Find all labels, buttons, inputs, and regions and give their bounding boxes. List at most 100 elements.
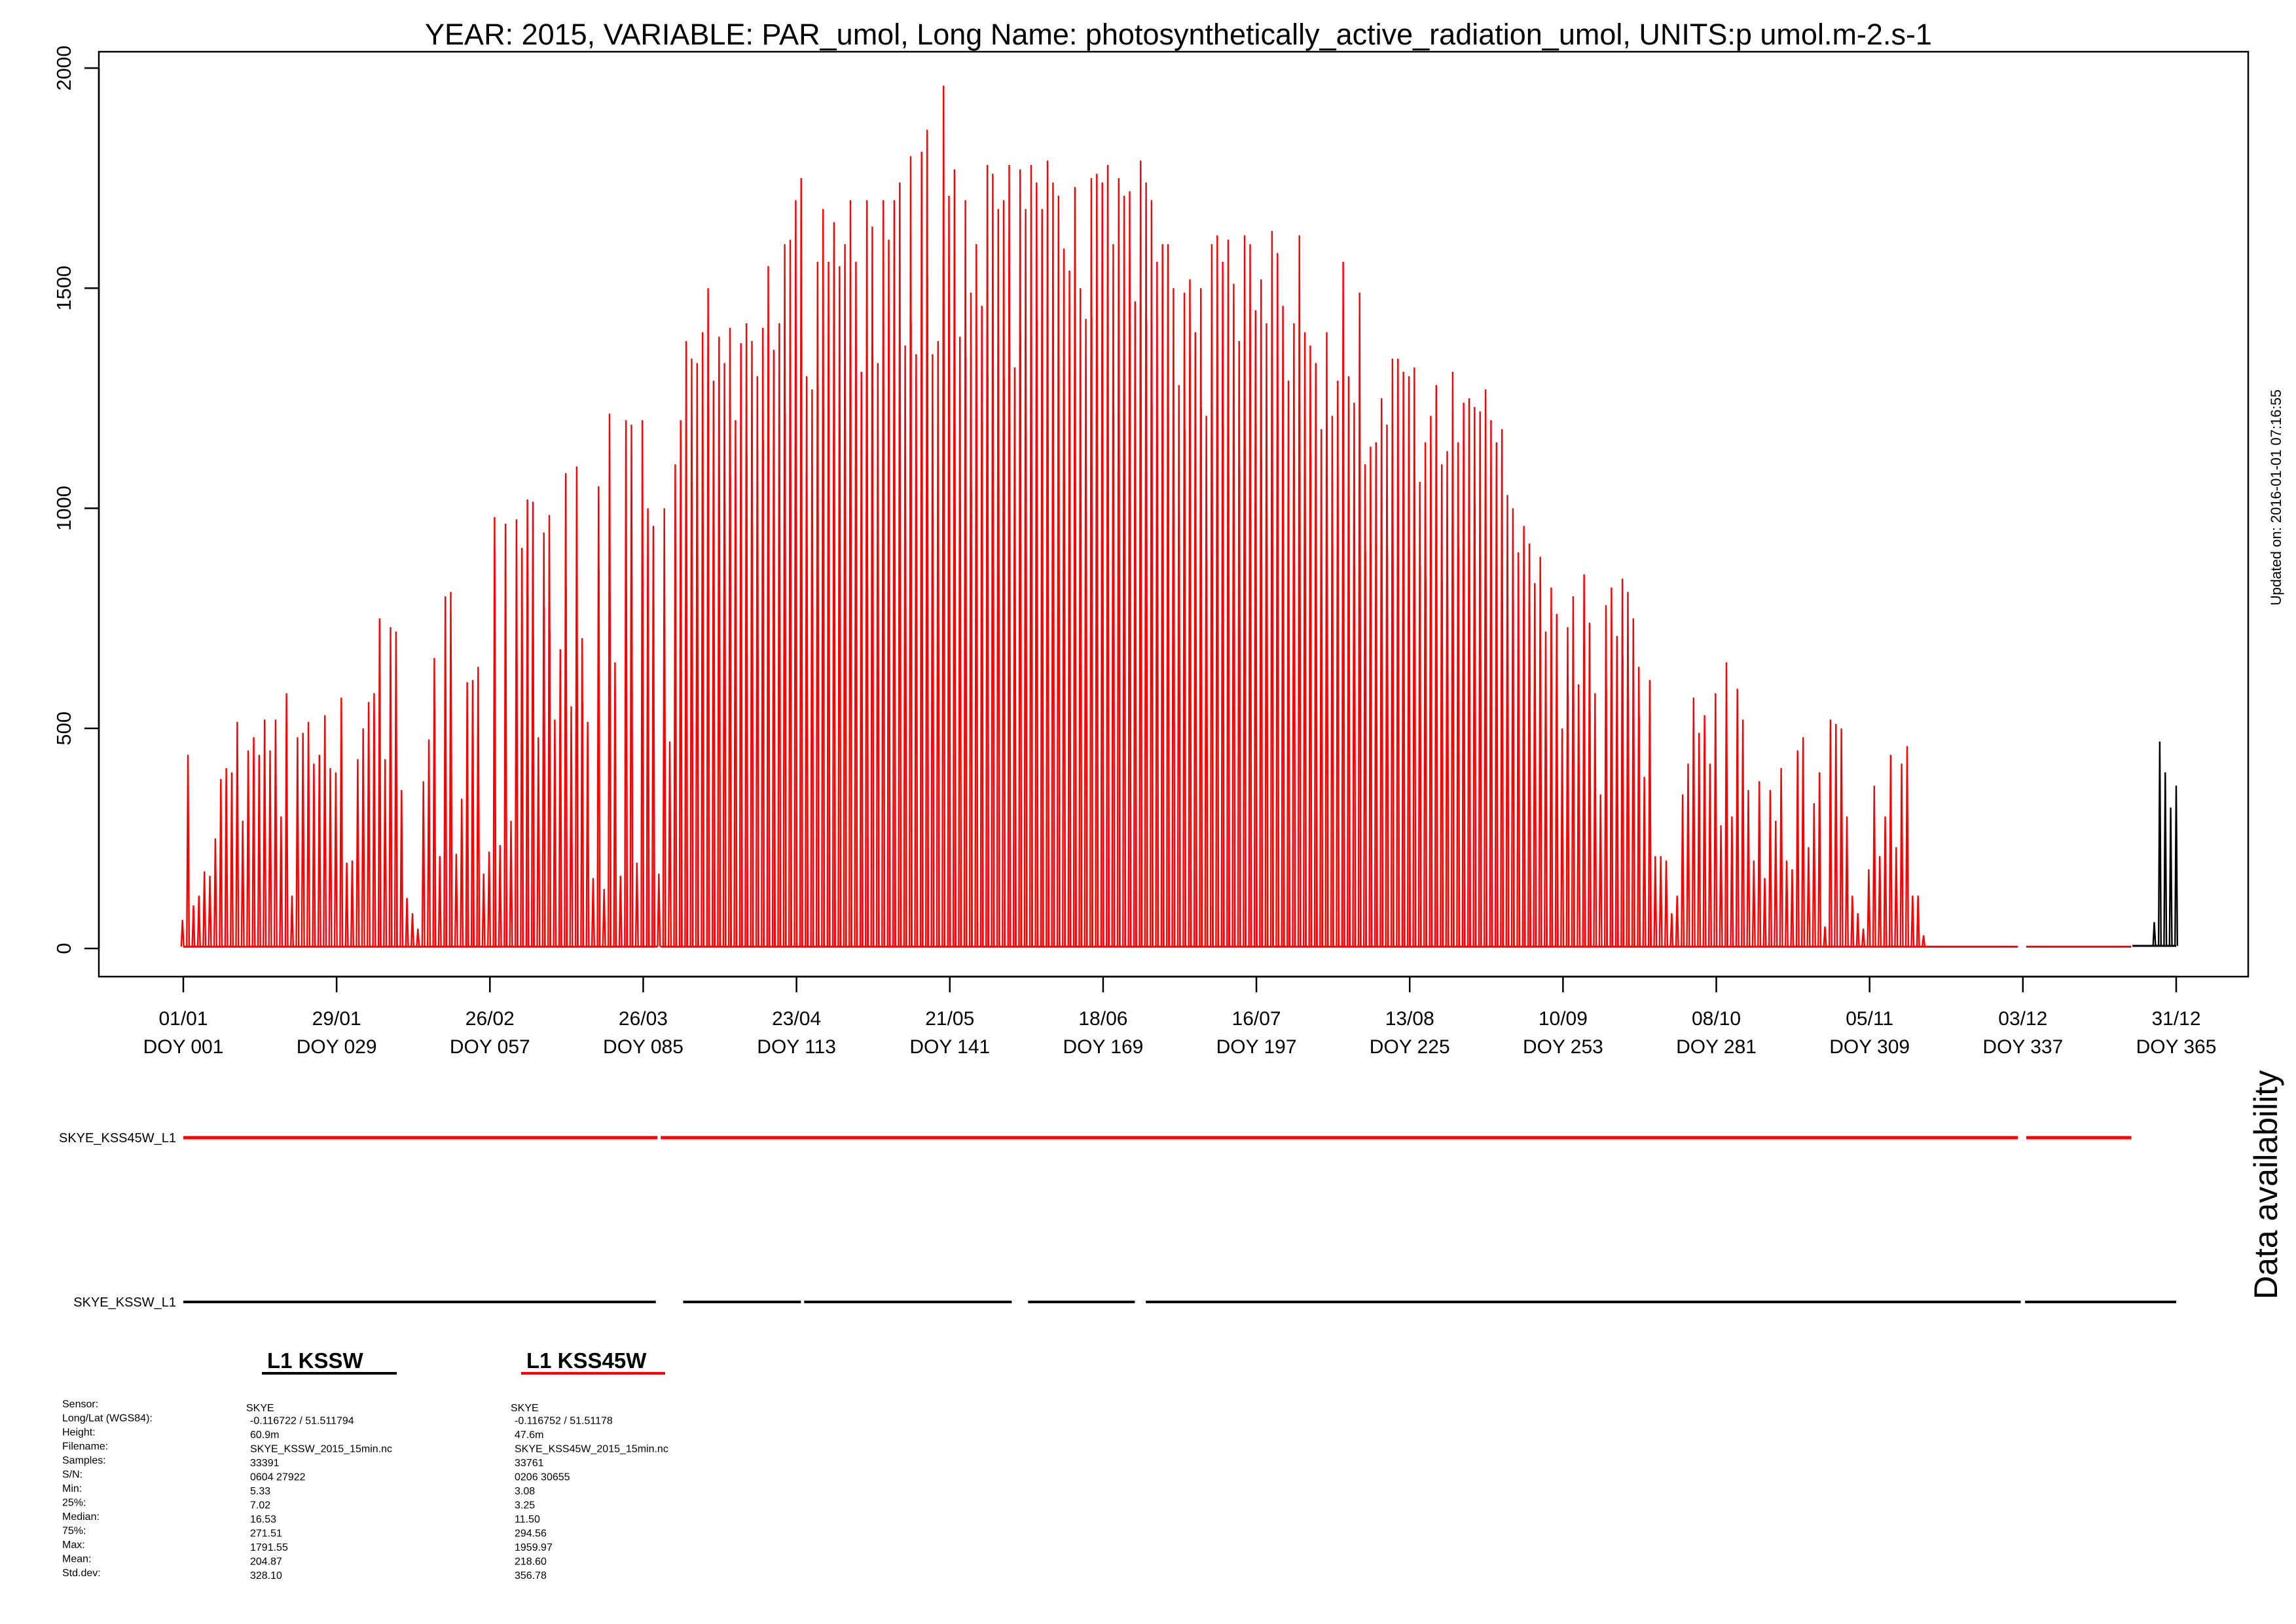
x-tick-doy-6: DOY 141 <box>909 1036 990 1058</box>
stats-value-1-2: -0.116722 / 51.511794 <box>250 1416 354 1427</box>
stats-value-2-8: 3.25 <box>515 1500 535 1511</box>
availability-row-label-1: SKYE_KSS45W_L1 <box>59 1131 176 1146</box>
data-availability-panel: SKYE_KSS45W_L1 SKYE_KSSW_L1 <box>59 1131 2176 1310</box>
series-kss45w-day-2 <box>186 755 191 947</box>
series-kss45w-day-282 <box>1719 825 1723 947</box>
stats-value-1-7: 5.33 <box>250 1486 270 1497</box>
series-kss45w-day-52 <box>460 799 464 947</box>
series-kss45w-day-3 <box>191 905 196 947</box>
series-kss45w-day-309 <box>1867 869 1871 947</box>
series-kss45w-day-88 <box>657 873 661 947</box>
series-kss45w-day-15 <box>257 755 261 947</box>
series-kss45w-day-16 <box>263 719 267 947</box>
series-kss45w-day-288 <box>1751 860 1756 947</box>
stats-value-1-8: 7.02 <box>250 1500 270 1511</box>
x-tick-doy-10: DOY 253 <box>1523 1036 1603 1058</box>
series-kss45w-day-305 <box>1844 816 1849 947</box>
series-kss45w-day-281 <box>1713 693 1718 947</box>
x-tick-doy-5: DOY 113 <box>757 1036 836 1058</box>
series-kss45w-day-307 <box>1855 913 1860 947</box>
stats-value-1-4: SKYE_KSSW_2015_15min.nc <box>250 1444 392 1455</box>
series-kss45w-day-299 <box>1812 803 1816 947</box>
series-kss45w-day-293 <box>1779 768 1783 947</box>
y-tick-label-500: 500 <box>52 712 75 746</box>
stats-value-2-3: 47.6m <box>515 1430 543 1441</box>
series-kss45w-day-10 <box>230 772 234 947</box>
sensor-statistics-panel: Sensor: Long/Lat (WGS84): Height: Filename:… <box>62 1348 668 1581</box>
series-kss45w-day-4 <box>196 895 201 947</box>
x-tick-doy-13: DOY 337 <box>1982 1036 2063 1058</box>
updated-timestamp: Updated on: 2016-01-01 07:16:55 <box>2268 389 2284 605</box>
series-kss45w-day-268 <box>1642 776 1647 947</box>
series-kssw-day-361 <box>2152 922 2157 947</box>
stats-row-label-3: Height: <box>62 1427 96 1438</box>
stats-value-1-1: SKYE <box>246 1403 274 1414</box>
stats-value-2-13: 356.78 <box>515 1570 547 1581</box>
series-kss45w-day-30 <box>339 697 344 947</box>
stats-row-label-9: Median: <box>62 1511 100 1523</box>
y-tick-label-0: 0 <box>52 943 75 954</box>
series-layer <box>180 85 2179 948</box>
series-kss45w-day-6 <box>208 875 212 947</box>
series-kssw-day-365 <box>2174 785 2179 947</box>
series-kss45w-day-76 <box>591 878 595 947</box>
y-axis: 0 500 1000 1500 2000 <box>52 46 100 954</box>
series-kssw-day-363 <box>2163 772 2168 947</box>
series-kss45w-day-61 <box>509 820 513 947</box>
x-tick-date-8: 16/07 <box>1232 1008 1281 1030</box>
x-tick-doy-4: DOY 085 <box>603 1036 683 1058</box>
series-kss45w-day-319 <box>1922 935 1926 947</box>
stats-row-label-13: Std.dev: <box>62 1568 101 1579</box>
series-kss45w-day-297 <box>1800 737 1806 947</box>
series-kss45w-day-279 <box>1702 715 1707 947</box>
stats-value-2-1: SKYE <box>511 1403 539 1414</box>
stats-value-1-11: 1791.55 <box>250 1542 288 1553</box>
stats-value-1-10: 271.51 <box>250 1528 282 1540</box>
data-availability-title: Data availability <box>2248 1070 2284 1299</box>
series-kss45w-day-90 <box>668 741 672 947</box>
series-kssw-day-364 <box>2168 807 2173 947</box>
stats-value-2-9: 11.50 <box>515 1514 540 1525</box>
x-tick-date-1: 01/01 <box>158 1008 208 1030</box>
series-kss45w-day-317 <box>1910 895 1915 947</box>
series-kss45w-day-291 <box>1768 789 1773 947</box>
stats-row-label-7: Min: <box>62 1483 82 1494</box>
series-kss45w-day-270 <box>1653 856 1658 947</box>
series-kss45w-day-36 <box>372 693 376 947</box>
series-kss45w-day-292 <box>1774 820 1778 947</box>
stats-row-label-10: 75%: <box>62 1526 86 1537</box>
x-tick-doy-14: DOY 365 <box>2136 1036 2217 1058</box>
stats-value-1-12: 204.87 <box>250 1557 282 1568</box>
series-kss45w-day-314 <box>1894 847 1899 947</box>
series-kss45w-day-260 <box>1598 794 1603 947</box>
series-kss45w-day-290 <box>1762 878 1767 947</box>
stats-value-1-3: 60.9m <box>250 1430 279 1441</box>
series-kss45w-day-48 <box>437 856 442 947</box>
legend-title-1: L1 KSSW <box>267 1348 364 1373</box>
series-kss45w-day-31 <box>344 862 349 947</box>
series-kss45w-day-271 <box>1658 856 1663 947</box>
series-kss45w-day-301 <box>1823 926 1827 947</box>
series-kss45w-day-34 <box>361 728 365 947</box>
series-kss45w-day-78 <box>602 889 606 947</box>
stats-value-1-5: 33391 <box>250 1458 280 1469</box>
series-kss45w-day-24 <box>306 721 311 947</box>
series-kss45w-day-26 <box>317 755 321 947</box>
series-kss45w-day-43 <box>410 913 414 947</box>
series-kss45w-day-300 <box>1817 772 1822 947</box>
series-kss45w-day-272 <box>1664 860 1669 947</box>
stats-row-label-1: Sensor: <box>62 1399 98 1410</box>
x-tick-doy-7: DOY 169 <box>1063 1036 1143 1058</box>
legend-title-2: L1 KSS45W <box>526 1348 647 1373</box>
x-tick-date-3: 26/02 <box>465 1008 515 1030</box>
series-kss45w-day-274 <box>1675 895 1679 947</box>
x-tick-doy-8: DOY 197 <box>1216 1036 1297 1058</box>
series-kss45w-day-21 <box>290 895 294 947</box>
x-tick-doy-3: DOY 057 <box>450 1036 530 1058</box>
stats-row-label-4: Filename: <box>62 1441 108 1453</box>
series-kss45w-day-69 <box>553 719 557 947</box>
series-kss45w-day-303 <box>1834 723 1838 947</box>
series-kss45w-day-276 <box>1686 763 1690 947</box>
stats-row-label-5: Samples: <box>62 1455 106 1466</box>
